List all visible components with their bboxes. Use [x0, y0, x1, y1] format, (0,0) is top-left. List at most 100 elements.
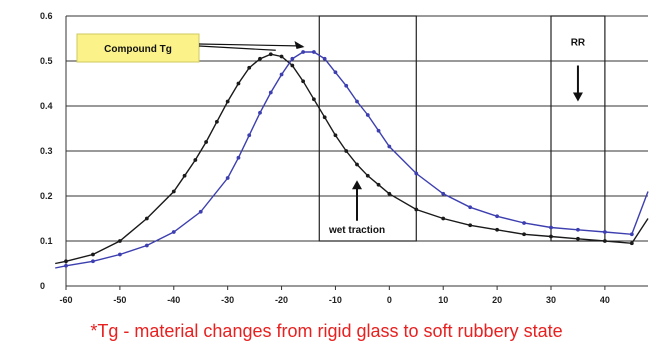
series-0-point-20 — [333, 133, 338, 138]
series-0-point-16 — [290, 63, 295, 68]
series-1-point-14 — [301, 50, 306, 54]
callouts: Compound Tg wet traction RR — [76, 33, 586, 236]
series-0-point-10 — [225, 99, 230, 104]
series-1-point-23 — [414, 171, 419, 176]
series-0-point-5 — [171, 189, 176, 194]
series-1-point-12 — [279, 72, 284, 77]
series-0-point-4 — [144, 216, 149, 221]
series-0-point-19 — [322, 115, 327, 120]
rr-arrowhead — [572, 92, 583, 102]
series-1-point-1 — [64, 263, 68, 268]
y-tick-label-2: 0.2 — [40, 191, 53, 201]
series-1-point-5 — [171, 230, 176, 234]
compound-tg-pointer-blue — [198, 43, 303, 47]
tg-footnote: *Tg - material changes from rigid glass … — [90, 321, 563, 341]
series-1-point-26 — [495, 214, 500, 219]
y-tick-label-6: 0.6 — [40, 11, 53, 21]
y-tick-label-0: 0 — [40, 281, 45, 291]
series-0-point-30 — [522, 232, 526, 237]
series-0-point-8 — [204, 140, 209, 144]
series-0-point-17 — [301, 79, 306, 84]
series-0-point-28 — [468, 223, 473, 228]
series-0-point-1 — [64, 259, 68, 264]
series-0-point-22 — [355, 162, 359, 167]
wet-traction-box — [318, 15, 417, 242]
series-0-point-6 — [182, 173, 187, 178]
x-tick-label-2: -40 — [167, 295, 180, 305]
x-tick-label-5: -10 — [329, 295, 342, 305]
series-1-point-18 — [344, 83, 349, 88]
series-1-point-27 — [522, 221, 526, 225]
series-1-point-19 — [355, 99, 359, 104]
compound-tg-pointer-black — [198, 45, 276, 51]
x-tick-label-10: 40 — [600, 295, 610, 305]
series-1-point-4 — [144, 243, 149, 248]
series-0-point-18 — [311, 97, 316, 102]
y-tick-label-1: 0.1 — [40, 236, 53, 246]
series-0-line — [55, 53, 649, 265]
series-0-point-34 — [629, 241, 634, 246]
series-0-point-2 — [91, 252, 95, 257]
series-1-point-17 — [333, 70, 338, 75]
x-tick-label-3: -30 — [221, 295, 234, 305]
series-0-point-9 — [214, 119, 219, 124]
series-1-point-30 — [602, 230, 607, 234]
series-0-point-14 — [268, 52, 273, 57]
series-1-point-16 — [322, 56, 327, 61]
x-tick-label-0: -60 — [59, 295, 72, 305]
x-tick-label-4: -20 — [275, 295, 288, 305]
series-0-point-33 — [602, 239, 607, 243]
series-1-point-29 — [576, 227, 580, 232]
series-1-point-20 — [365, 113, 370, 117]
series-1-point-11 — [268, 90, 273, 95]
rr-box — [550, 15, 606, 242]
series-0-point-31 — [549, 234, 553, 239]
series-0-point-24 — [376, 182, 381, 187]
series-1-point-24 — [441, 191, 446, 196]
series-0-point-32 — [576, 236, 580, 241]
x-tick-label-7: 10 — [438, 295, 448, 305]
series-0-point-7 — [193, 158, 198, 162]
series-0-point-13 — [258, 56, 262, 61]
series-1-point-6 — [198, 209, 203, 214]
wet-traction-arrowhead — [352, 180, 362, 190]
series-1-point-7 — [225, 176, 230, 180]
wet-traction-label: wet traction — [328, 225, 385, 236]
series-0-point-21 — [344, 149, 349, 153]
series-0-point-25 — [387, 191, 392, 196]
compound-tg-label: Compound Tg — [104, 44, 172, 55]
y-tick-label-3: 0.3 — [40, 146, 53, 156]
y-tick-label-5: 0.5 — [40, 56, 53, 66]
series-1-point-28 — [549, 225, 553, 230]
series-1-point-22 — [387, 144, 392, 149]
series-1-point-9 — [247, 133, 252, 138]
rr-label: RR — [571, 37, 586, 48]
x-tick-label-8: 20 — [492, 295, 502, 305]
x-tick-label-9: 30 — [546, 295, 556, 305]
series-0-point-23 — [365, 173, 370, 178]
series-1-point-3 — [117, 252, 122, 257]
series-0-point-12 — [247, 65, 252, 70]
compound-tg-highlight — [76, 33, 200, 63]
series-0-point-29 — [495, 227, 500, 232]
series-1-point-21 — [376, 128, 381, 133]
annotation-boxes — [318, 15, 606, 242]
series-0-point-27 — [441, 216, 446, 221]
series-0-point-15 — [279, 54, 284, 59]
series-lines — [55, 50, 649, 269]
series-0-point-11 — [236, 81, 241, 86]
x-tick-label-1: -50 — [113, 295, 126, 305]
series-1-point-10 — [258, 110, 262, 115]
tick-labels: -60 -50 -40 -30 -20 -10 0 10 20 30 40 0 0.1 0.2 0.3 0.4… — [40, 11, 610, 305]
series-0-point-26 — [414, 207, 419, 212]
series-1-point-13 — [290, 56, 295, 61]
series-0-point-3 — [117, 239, 122, 243]
series-1-point-25 — [468, 205, 473, 210]
series-1-point-15 — [311, 50, 316, 54]
y-tick-label-4: 0.4 — [40, 101, 53, 111]
series-1-point-31 — [629, 232, 634, 237]
compound-tg-arrowhead — [294, 41, 305, 49]
x-tick-label-6: 0 — [387, 295, 392, 305]
series-1-point-2 — [91, 259, 95, 264]
